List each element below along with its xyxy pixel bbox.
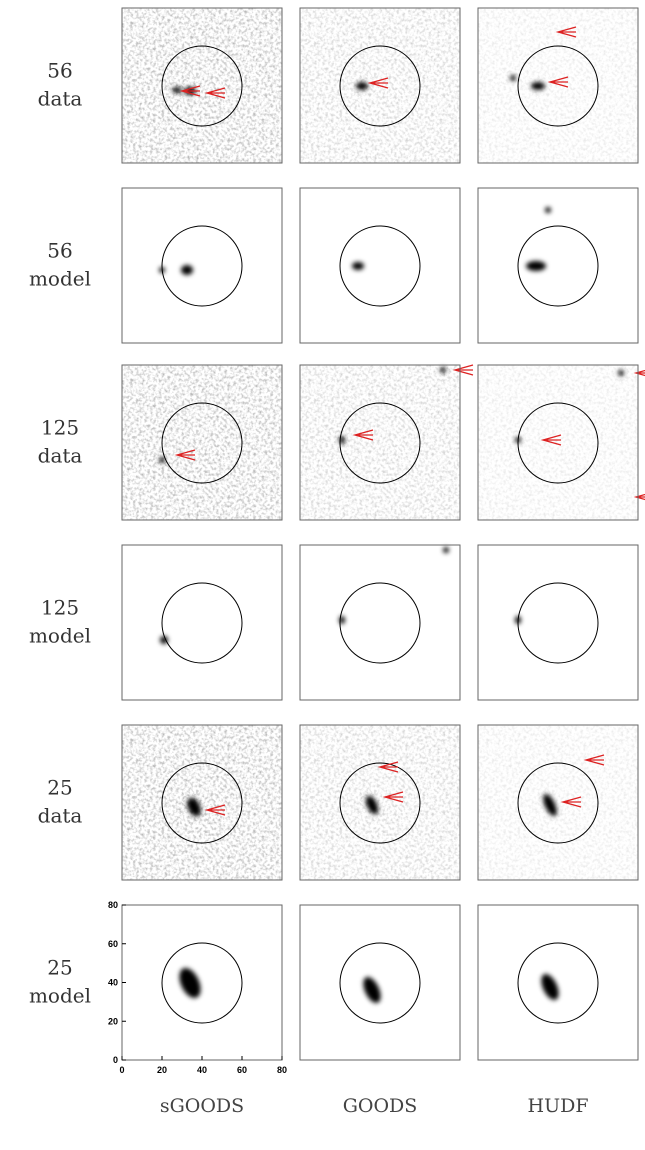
panel — [300, 365, 473, 520]
row-kind: data — [38, 87, 83, 111]
row-id: 125 — [41, 596, 79, 620]
source — [159, 457, 165, 463]
noise — [122, 8, 282, 163]
panel — [122, 905, 282, 1060]
noise — [122, 725, 282, 880]
panel — [122, 545, 282, 700]
source — [510, 75, 516, 81]
source — [440, 367, 446, 373]
x-tick-label: 20 — [157, 1065, 167, 1075]
y-tick-label: 20 — [108, 1016, 118, 1026]
source — [356, 82, 368, 90]
column-label: HUDF — [528, 1095, 589, 1117]
panel — [300, 188, 460, 343]
noise — [478, 8, 638, 163]
y-tick-label: 80 — [108, 900, 118, 910]
panel — [122, 188, 282, 343]
panel-bg — [122, 188, 282, 343]
source — [172, 87, 182, 93]
x-tick-label: 60 — [237, 1065, 247, 1075]
noise — [300, 365, 460, 520]
panel — [300, 545, 460, 700]
panel — [300, 905, 460, 1060]
noise — [478, 365, 638, 520]
source — [531, 82, 545, 90]
noise — [122, 365, 282, 520]
panel — [478, 905, 638, 1060]
x-tick-label: 40 — [197, 1065, 207, 1075]
panel — [478, 188, 638, 343]
panel — [300, 725, 460, 880]
y-tick-label: 60 — [108, 939, 118, 949]
panel-bg — [122, 905, 282, 1060]
source — [526, 261, 546, 271]
panel — [478, 725, 638, 880]
row-kind: model — [29, 624, 91, 648]
column-label: GOODS — [343, 1095, 418, 1117]
source — [545, 207, 551, 213]
panel — [122, 725, 282, 880]
panel — [478, 545, 638, 700]
source — [443, 547, 449, 553]
panel-bg — [478, 905, 638, 1060]
panel-bg — [300, 905, 460, 1060]
x-tick-label: 0 — [119, 1065, 124, 1075]
panel — [478, 8, 638, 163]
row-id: 125 — [41, 416, 79, 440]
figure: 56 data 56 model 125 data 125 model 25 data 25 mode… — [0, 0, 645, 1150]
source — [618, 370, 624, 376]
row-kind: data — [38, 444, 83, 468]
x-tick-label: 80 — [277, 1065, 287, 1075]
source — [352, 262, 364, 270]
noise — [300, 725, 460, 880]
row-id: 25 — [47, 956, 72, 980]
panel — [300, 8, 460, 163]
row-kind: model — [29, 267, 91, 291]
panel-bg — [300, 188, 460, 343]
panel-bg — [478, 188, 638, 343]
row-id: 56 — [47, 239, 72, 263]
source — [181, 265, 193, 275]
panel — [122, 365, 282, 520]
row-kind: model — [29, 984, 91, 1008]
panel — [478, 365, 645, 520]
row-id: 25 — [47, 776, 72, 800]
y-tick-label: 40 — [108, 978, 118, 988]
panel-bg — [478, 545, 638, 700]
panel — [122, 8, 282, 163]
row-id: 56 — [47, 59, 72, 83]
row-kind: data — [38, 804, 83, 828]
y-tick-label: 0 — [113, 1055, 118, 1065]
panel-bg — [122, 545, 282, 700]
panel-bg — [300, 545, 460, 700]
column-label: sGOODS — [160, 1095, 244, 1117]
noise — [478, 725, 638, 880]
